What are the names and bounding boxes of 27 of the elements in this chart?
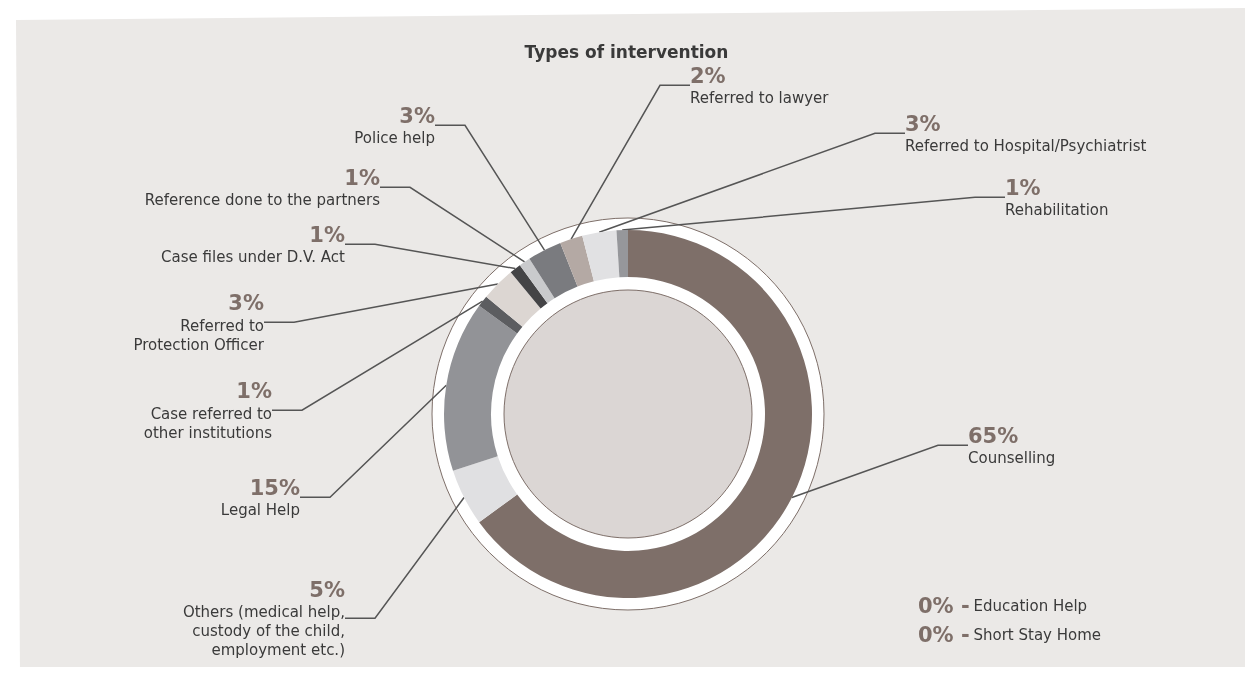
text: 0% - (918, 594, 970, 618)
category-label: Short Stay Home (973, 626, 1102, 644)
slice-label: Reference done to the partners (144, 191, 381, 209)
slice-label: Referred to Hospital/Psychiatrist (905, 137, 1147, 155)
slice-label: Rehabilitation (1005, 201, 1109, 219)
slice-label: Legal Help (220, 501, 300, 519)
data-label: 1% (309, 222, 345, 247)
text: 0% - (918, 623, 970, 647)
data-label: 15% (249, 475, 300, 500)
slice-label: Counselling (968, 449, 1056, 467)
data-label: 5% (309, 577, 345, 602)
data-label: 3% (905, 111, 941, 136)
slice-label: Referred to lawyer (690, 89, 830, 107)
slice-label: Others (medical help, custody of the child, employment etc.) (182, 603, 345, 659)
slice-label: Case files under D.V. Act (161, 248, 346, 266)
data-label: 1% (236, 379, 272, 403)
category-label: Education Help (973, 597, 1088, 615)
data-label: 65% (968, 423, 1019, 448)
data-label: 2% (690, 63, 726, 88)
data-label: 3% (399, 103, 435, 128)
data-label: 1% (1005, 175, 1041, 200)
slice-label: Referred to Protection Officer (133, 316, 265, 354)
slice-label: Police help (354, 129, 435, 147)
data-label: 1% (344, 165, 380, 190)
data-label: 3% (228, 291, 264, 315)
chart-title: Types of intervention (524, 41, 729, 62)
slice-label: Case referred to other institutions (143, 404, 273, 442)
